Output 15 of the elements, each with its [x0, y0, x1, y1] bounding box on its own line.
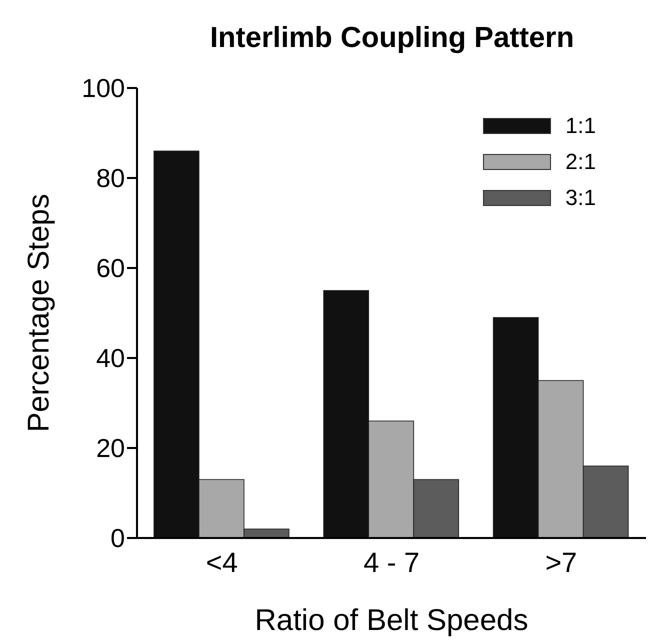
x-tick-label: >7: [545, 546, 578, 578]
y-axis-title: Percentage Steps: [22, 194, 56, 432]
y-tick-label: 40: [96, 343, 125, 374]
x-axis-title: Ratio of Belt Speeds: [254, 604, 528, 637]
y-tick-label: 0: [110, 523, 125, 554]
y-tick-label: 60: [96, 253, 125, 284]
y-tick-label: 80: [96, 163, 125, 194]
legend-label: 1:1: [565, 113, 596, 139]
legend-label: 3:1: [565, 185, 596, 211]
y-tick-label: 20: [96, 433, 125, 464]
x-tick-label: 4 - 7: [363, 546, 420, 578]
legend-label: 2:1: [565, 149, 596, 175]
chart-title: Interlimb Coupling Pattern: [208, 21, 576, 56]
x-tick-label: <4: [206, 546, 238, 578]
y-tick-label: 100: [82, 73, 125, 104]
